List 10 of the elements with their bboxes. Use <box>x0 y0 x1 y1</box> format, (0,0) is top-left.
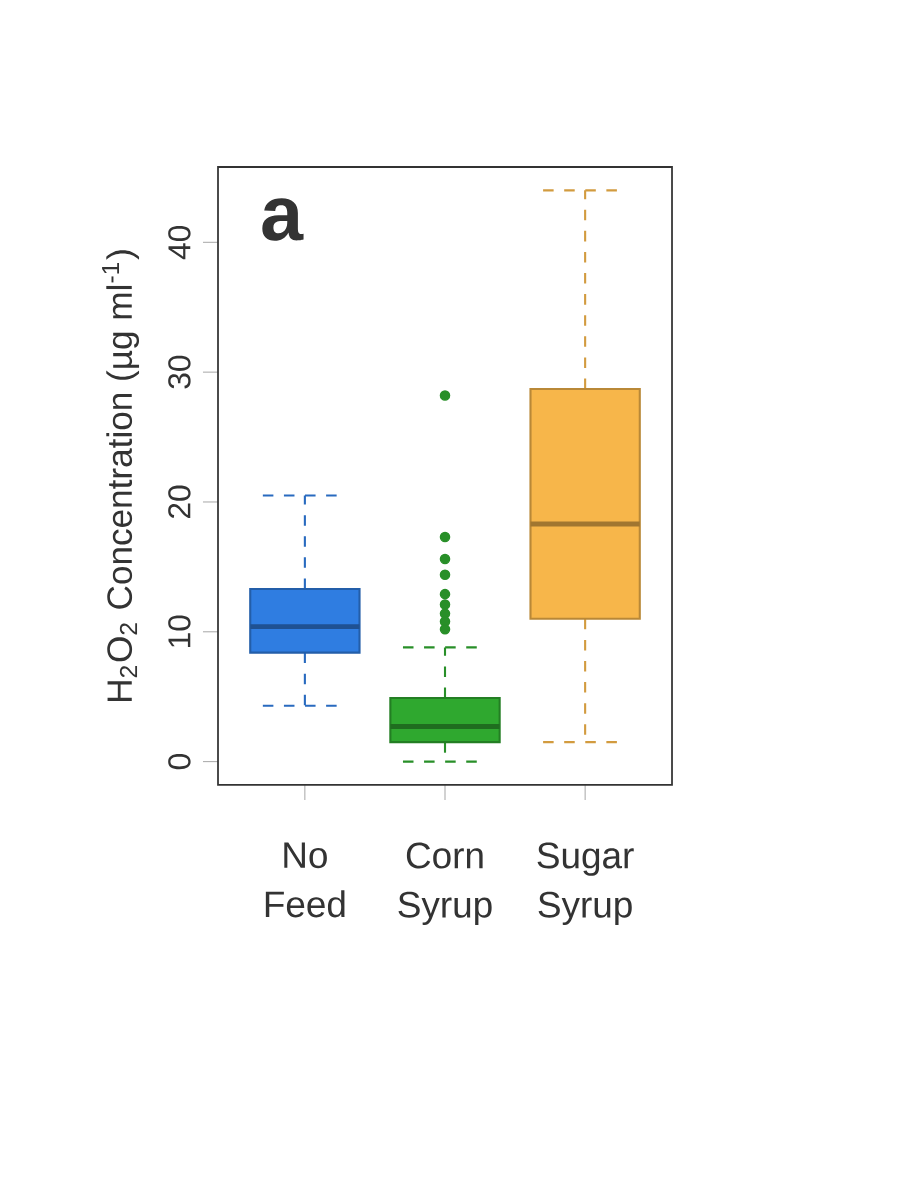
x-tick-label: No Feed <box>265 842 345 918</box>
x-tick-label: Sugar Syrup <box>537 842 634 926</box>
annotation: a <box>262 198 304 241</box>
y-axis-title: H$_{2}$O$_{2}$ Concentration (µg ml$^{-1}$) <box>102 250 140 701</box>
y-tick-label: 40 <box>168 225 191 260</box>
y-tick-label: 10 <box>168 615 191 647</box>
y-tick-label: 20 <box>168 485 191 518</box>
y-tick-label: 0 <box>168 754 191 770</box>
y-tick-label: 30 <box>168 355 191 389</box>
x-tick-label: Corn Syrup <box>398 842 492 926</box>
